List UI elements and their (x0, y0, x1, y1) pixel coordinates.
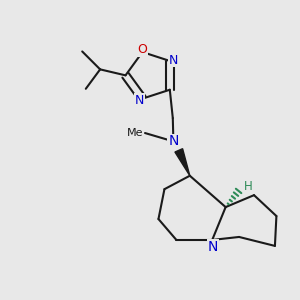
Text: Me: Me (127, 128, 143, 138)
Text: N: N (169, 54, 178, 67)
Text: N: N (208, 239, 218, 254)
Text: N: N (135, 94, 144, 106)
Text: H: H (244, 180, 252, 193)
Text: O: O (137, 43, 147, 56)
Polygon shape (175, 149, 190, 176)
Text: N: N (168, 134, 178, 148)
